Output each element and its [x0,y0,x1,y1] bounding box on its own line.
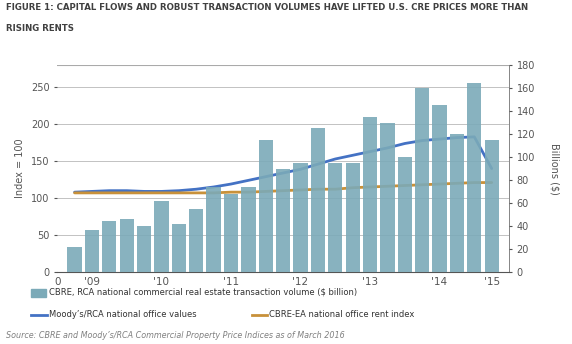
Bar [398,157,412,272]
Bar [241,187,256,272]
Bar [432,106,447,272]
Bar [206,187,221,272]
Bar [137,226,151,272]
Text: Moody’s/RCA national office values: Moody’s/RCA national office values [49,310,196,319]
Bar [276,169,290,272]
Bar [67,247,82,272]
Bar [172,224,186,272]
Text: CBRE-EA national office rent index: CBRE-EA national office rent index [269,310,414,319]
Bar [311,128,325,272]
Bar [293,163,308,272]
Y-axis label: Billions ($): Billions ($) [549,143,559,194]
Bar [120,219,134,272]
Bar [484,140,499,272]
Bar [85,230,99,272]
Bar [363,117,377,272]
Bar [467,83,482,272]
Text: Source: CBRE and Moody’s/RCA Commercial Property Price Indices as of March 2016: Source: CBRE and Moody’s/RCA Commercial … [6,331,344,340]
Bar [415,88,430,272]
Bar [259,140,273,272]
Bar [154,201,169,272]
Bar [380,123,395,272]
Bar [189,209,204,272]
Text: CBRE, RCA national commercial real estate transaction volume ($ billion): CBRE, RCA national commercial real estat… [49,288,357,297]
Y-axis label: Index = 100: Index = 100 [15,139,25,198]
Bar [224,194,238,272]
Bar [102,221,117,272]
Text: FIGURE 1: CAPITAL FLOWS AND ROBUST TRANSACTION VOLUMES HAVE LIFTED U.S. CRE PRIC: FIGURE 1: CAPITAL FLOWS AND ROBUST TRANS… [6,3,528,12]
Bar [328,163,343,272]
Bar [345,163,360,272]
Bar [450,134,464,272]
Text: RISING RENTS: RISING RENTS [6,24,74,33]
